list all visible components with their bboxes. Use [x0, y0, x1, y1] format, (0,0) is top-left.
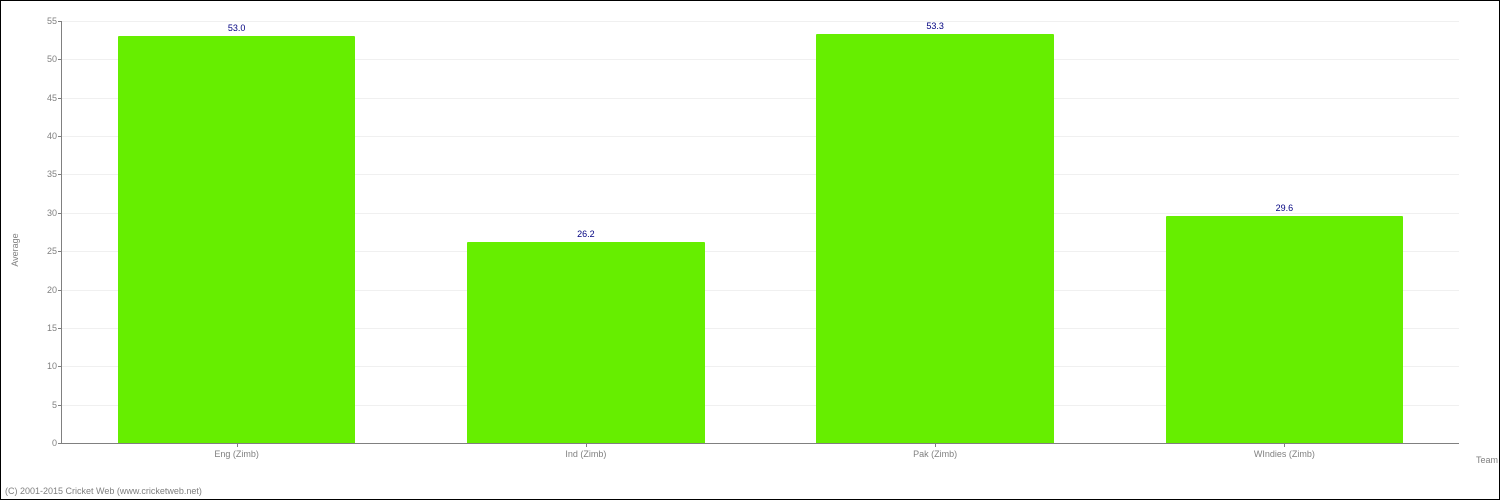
copyright-text: (C) 2001-2015 Cricket Web (www.cricketwe…	[5, 486, 202, 496]
ytick-label: 40	[47, 131, 57, 141]
ytick-mark	[58, 366, 62, 367]
ytick-label: 10	[47, 361, 57, 371]
plot-area: 051015202530354045505553.0Eng (Zimb)26.2…	[61, 21, 1459, 444]
ytick-mark	[58, 213, 62, 214]
xtick-label: Ind (Zimb)	[565, 449, 606, 459]
ytick-mark	[58, 21, 62, 22]
xtick-mark	[935, 443, 936, 447]
y-axis-label: Average	[10, 233, 20, 266]
ytick-mark	[58, 98, 62, 99]
chart-container: Average Team 051015202530354045505553.0E…	[0, 0, 1500, 500]
ytick-mark	[58, 443, 62, 444]
ytick-mark	[58, 251, 62, 252]
ytick-label: 25	[47, 246, 57, 256]
bar: 53.3	[816, 34, 1053, 443]
bar: 53.0	[118, 36, 355, 443]
ytick-mark	[58, 174, 62, 175]
ytick-label: 35	[47, 169, 57, 179]
ytick-label: 55	[47, 16, 57, 26]
ytick-label: 15	[47, 323, 57, 333]
xtick-mark	[237, 443, 238, 447]
ytick-mark	[58, 59, 62, 60]
ytick-label: 0	[52, 438, 57, 448]
bar-value-label: 53.0	[228, 23, 246, 33]
bar-value-label: 53.3	[926, 21, 944, 31]
xtick-mark	[1284, 443, 1285, 447]
x-axis-label: Team	[1476, 455, 1498, 465]
bar: 29.6	[1166, 216, 1403, 443]
ytick-mark	[58, 290, 62, 291]
bar-value-label: 26.2	[577, 229, 595, 239]
ytick-mark	[58, 405, 62, 406]
xtick-label: Pak (Zimb)	[913, 449, 957, 459]
ytick-label: 45	[47, 93, 57, 103]
xtick-mark	[586, 443, 587, 447]
bar: 26.2	[467, 242, 704, 443]
xtick-label: WIndies (Zimb)	[1254, 449, 1315, 459]
xtick-label: Eng (Zimb)	[214, 449, 259, 459]
ytick-mark	[58, 328, 62, 329]
ytick-label: 20	[47, 285, 57, 295]
ytick-mark	[58, 136, 62, 137]
gridline	[62, 21, 1459, 22]
bar-value-label: 29.6	[1276, 203, 1294, 213]
ytick-label: 50	[47, 54, 57, 64]
ytick-label: 30	[47, 208, 57, 218]
ytick-label: 5	[52, 400, 57, 410]
